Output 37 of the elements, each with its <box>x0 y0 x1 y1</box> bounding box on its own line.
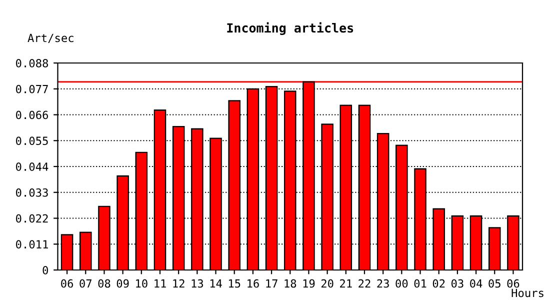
x-tick-label: 14 <box>210 279 222 288</box>
x-tick-label: 02 <box>432 279 445 288</box>
x-tick-label: 12 <box>173 279 184 288</box>
x-tick-label: 03 <box>451 279 464 288</box>
x-tick-label: 00 <box>396 279 408 288</box>
x-tick-label: 15 <box>229 279 240 288</box>
y-tick-label: 0.077 <box>16 84 48 94</box>
x-tick-label: 13 <box>192 279 204 288</box>
y-tick-label: 0.022 <box>16 214 48 223</box>
x-tick-label: 17 <box>266 279 278 288</box>
x-tick-label: 10 <box>136 279 148 288</box>
x-tick-label: 22 <box>358 279 370 288</box>
x-tick-label: 16 <box>248 279 259 288</box>
y-tick-label: 0.055 <box>16 136 48 146</box>
x-tick-label: 04 <box>470 279 482 288</box>
x-tick-label: 06 <box>507 279 520 288</box>
x-tick-label: 11 <box>154 279 166 288</box>
y-tick-label: 0.011 <box>16 240 48 249</box>
y-tick-label: 0.088 <box>16 59 48 68</box>
x-tick-label: 21 <box>340 279 352 288</box>
y-tick-label: 0.066 <box>16 110 48 120</box>
chart-title: Incoming articles <box>227 22 354 36</box>
x-tick-label: 08 <box>98 279 110 288</box>
y-axis-title: Art/sec <box>28 34 74 44</box>
x-tick-label: 06 <box>61 279 74 288</box>
y-tick-label: 0.033 <box>16 188 48 197</box>
y-tick-label: 0 <box>42 266 48 274</box>
x-tick-label: 05 <box>488 279 500 288</box>
y-tick-label: 0.044 <box>16 162 48 171</box>
x-tick-label: 09 <box>116 279 129 288</box>
x-tick-label: 07 <box>80 279 92 288</box>
x-tick-label: 01 <box>414 279 426 288</box>
x-axis-title: Hours <box>512 288 544 298</box>
x-tick-label: 23 <box>377 279 389 288</box>
x-tick-label: 18 <box>284 279 296 288</box>
x-tick-label: 20 <box>321 279 334 288</box>
x-tick-label: 19 <box>303 279 315 288</box>
